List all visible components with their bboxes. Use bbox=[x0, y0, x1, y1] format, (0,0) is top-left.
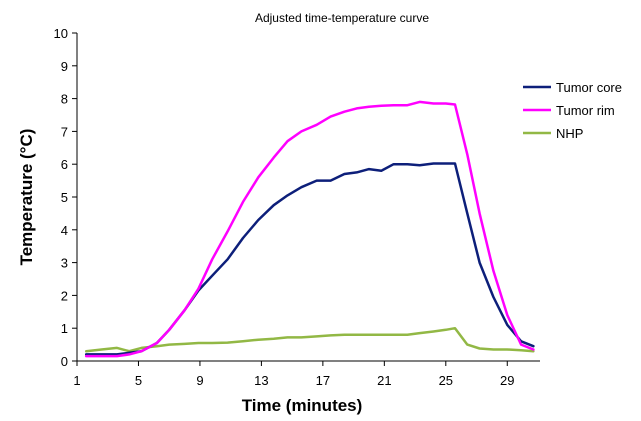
x-tick-label: 21 bbox=[377, 373, 391, 388]
y-tick-label: 5 bbox=[61, 190, 68, 205]
y-tick-label: 2 bbox=[61, 288, 68, 303]
y-tick-label: 3 bbox=[61, 256, 68, 271]
y-tick-label: 10 bbox=[54, 26, 68, 41]
y-axis-label: Temperature (°C) bbox=[17, 129, 36, 266]
y-tick-label: 7 bbox=[61, 124, 68, 139]
x-tick-label: 13 bbox=[254, 373, 268, 388]
series-line-tumor-rim bbox=[84, 100, 535, 358]
series-line-tumor-core bbox=[84, 162, 535, 356]
x-tick-label: 17 bbox=[316, 373, 330, 388]
x-tick-label: 5 bbox=[135, 373, 142, 388]
y-tick-label: 0 bbox=[61, 354, 68, 369]
y-tick-label: 6 bbox=[61, 157, 68, 172]
legend-label-nhp: NHP bbox=[556, 126, 583, 141]
x-tick-label: 9 bbox=[196, 373, 203, 388]
legend-label-tumor-rim: Tumor rim bbox=[556, 103, 615, 118]
x-tick-label: 1 bbox=[73, 373, 80, 388]
y-tick-label: 9 bbox=[61, 59, 68, 74]
y-tick-label: 4 bbox=[61, 223, 68, 238]
x-axis-label: Time (minutes) bbox=[242, 396, 363, 415]
series-line-nhp bbox=[84, 326, 535, 353]
plot-area bbox=[84, 100, 535, 358]
y-tick-label: 8 bbox=[61, 92, 68, 107]
axes bbox=[76, 33, 540, 362]
y-tick-label: 1 bbox=[61, 321, 68, 336]
legend: Tumor core Tumor rim NHP bbox=[523, 80, 622, 141]
x-tick-label: 29 bbox=[500, 373, 514, 388]
y-ticks: 0 1 2 3 4 5 6 7 8 9 10 bbox=[54, 26, 77, 369]
legend-label-tumor-core: Tumor core bbox=[556, 80, 622, 95]
x-tick-label: 25 bbox=[439, 373, 453, 388]
chart-title: Adjusted time-temperature curve bbox=[255, 11, 429, 25]
x-ticks: 1 5 9 13 17 21 25 29 bbox=[73, 361, 515, 388]
